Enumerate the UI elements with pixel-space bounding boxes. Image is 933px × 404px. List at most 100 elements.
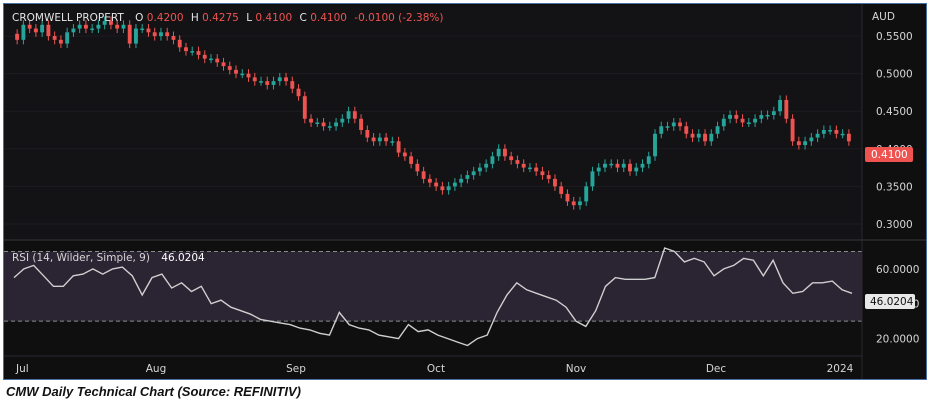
- candle-body: [90, 28, 95, 31]
- candle-body: [490, 156, 495, 164]
- price-tick-label: 0.5000: [876, 69, 913, 81]
- candle: [590, 166, 595, 191]
- candle-body: [759, 114, 764, 119]
- candle: [190, 46, 195, 56]
- rsi-line: [13, 247, 853, 347]
- candle: [696, 129, 701, 143]
- candle: [334, 117, 339, 131]
- candle: [609, 159, 614, 169]
- candle: [471, 166, 476, 180]
- candle: [796, 136, 801, 150]
- time-tick-label: 2024: [827, 363, 854, 375]
- candle: [646, 151, 651, 169]
- candle-body: [315, 122, 320, 124]
- candle-body: [477, 167, 482, 172]
- candle: [171, 31, 176, 45]
- candle-body: [496, 148, 501, 157]
- symbol-label: CROMWELL PROPERT: [12, 12, 124, 24]
- candle: [684, 121, 689, 139]
- candle: [809, 133, 814, 146]
- candle-body: [165, 32, 170, 37]
- candle-body: [234, 69, 238, 74]
- candle-body: [15, 33, 20, 40]
- candle-body: [553, 178, 557, 187]
- candle-body: [271, 81, 276, 85]
- candle: [396, 136, 401, 158]
- candle: [790, 114, 795, 146]
- candle: [477, 163, 482, 176]
- candle-body: [534, 167, 539, 172]
- candle-body: [115, 24, 120, 29]
- candle: [521, 159, 526, 173]
- time-axis: Jul Aug Sep Oct Nov Dec 2024: [15, 363, 854, 375]
- candle: [703, 129, 707, 146]
- candle-body: [828, 130, 833, 132]
- candle: [271, 76, 276, 90]
- candle-body: [284, 77, 288, 82]
- candle-body: [559, 186, 564, 194]
- candle-body: [634, 167, 639, 172]
- candle: [559, 181, 564, 199]
- candle-body: [621, 163, 626, 168]
- candle-body: [578, 201, 582, 206]
- candle-body: [96, 24, 101, 29]
- candles-group: [15, 16, 851, 210]
- candle: [553, 174, 557, 191]
- candle-body: [265, 81, 270, 85]
- candle: [815, 129, 820, 143]
- candle: [596, 163, 601, 176]
- high-label: H: [191, 12, 199, 24]
- candle-body: [509, 156, 514, 161]
- candle-body: [152, 32, 157, 37]
- candle: [140, 24, 145, 34]
- candle-body: [646, 156, 651, 164]
- candle-body: [846, 133, 851, 142]
- candle: [565, 189, 570, 206]
- candle: [290, 76, 295, 94]
- ohlc-header: CROMWELL PROPERT O 0.4200 H 0.4275 L 0.4…: [12, 12, 444, 24]
- candle: [21, 20, 26, 45]
- candle-body: [452, 182, 457, 187]
- candle-body: [502, 148, 507, 157]
- candle-body: [821, 130, 826, 134]
- candle: [828, 125, 833, 135]
- price-tick-label: 0.4500: [876, 106, 913, 118]
- candle-body: [146, 28, 151, 33]
- candle: [659, 121, 664, 139]
- change-value: -0.0100 (-2.38%): [354, 12, 443, 24]
- candle-body: [571, 201, 576, 206]
- candle: [77, 20, 82, 34]
- candle: [728, 110, 732, 124]
- last-price-badge: 0.4100: [865, 147, 913, 162]
- candle-body: [221, 62, 226, 67]
- candle: [446, 181, 451, 195]
- candle: [409, 151, 414, 169]
- rsi-title: RSI (14, Wilder, Simple, 9): [12, 252, 150, 264]
- close-value: 0.4100: [310, 12, 347, 24]
- candle-body: [127, 24, 132, 44]
- candle: [177, 35, 182, 52]
- candle: [402, 148, 407, 161]
- candle: [603, 159, 607, 173]
- candle: [71, 24, 76, 37]
- candle-body: [790, 118, 795, 142]
- candle: [15, 29, 20, 45]
- candle-body: [296, 88, 301, 97]
- candle-body: [771, 111, 776, 115]
- chart-canvas: AUD 0.55000.50000.45000.40000.35000.3000…: [4, 4, 926, 379]
- candle: [134, 24, 138, 49]
- high-value: 0.4275: [202, 12, 239, 24]
- candle: [678, 117, 682, 131]
- candle-body: [609, 163, 614, 166]
- candle: [527, 163, 532, 173]
- candle-body: [484, 163, 489, 168]
- candle: [234, 65, 238, 79]
- candle-body: [52, 36, 57, 40]
- candle-body: [796, 141, 801, 146]
- candle: [753, 114, 758, 128]
- candle: [33, 24, 38, 37]
- price-pane: [4, 6, 862, 239]
- candle: [246, 69, 251, 82]
- rsi-value-badge-bg: [865, 294, 915, 309]
- candle: [259, 76, 263, 86]
